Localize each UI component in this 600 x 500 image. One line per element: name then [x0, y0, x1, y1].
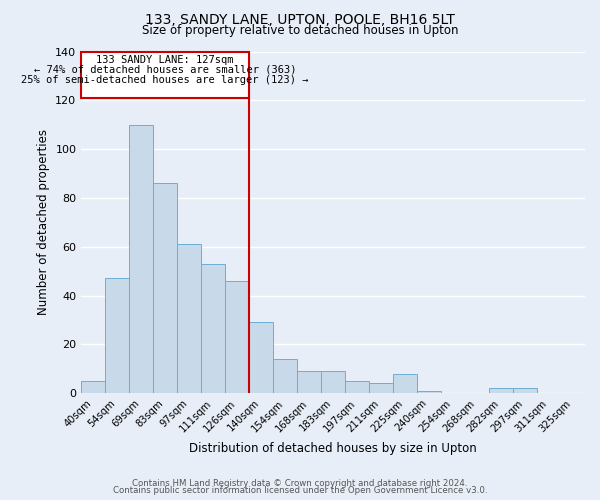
Bar: [489, 388, 513, 393]
Text: Contains HM Land Registry data © Crown copyright and database right 2024.: Contains HM Land Registry data © Crown c…: [132, 478, 468, 488]
Bar: [321, 371, 345, 393]
Text: Contains public sector information licensed under the Open Government Licence v3: Contains public sector information licen…: [113, 486, 487, 495]
Bar: [273, 359, 297, 393]
Bar: [225, 281, 249, 393]
Text: Size of property relative to detached houses in Upton: Size of property relative to detached ho…: [142, 24, 458, 37]
Text: 133 SANDY LANE: 127sqm: 133 SANDY LANE: 127sqm: [97, 55, 234, 65]
Bar: [105, 278, 129, 393]
X-axis label: Distribution of detached houses by size in Upton: Distribution of detached houses by size …: [189, 442, 477, 455]
Text: ← 74% of detached houses are smaller (363): ← 74% of detached houses are smaller (36…: [34, 65, 296, 75]
Bar: [297, 371, 321, 393]
Bar: [177, 244, 201, 393]
Bar: [249, 322, 273, 393]
Bar: [201, 264, 225, 393]
Text: 25% of semi-detached houses are larger (123) →: 25% of semi-detached houses are larger (…: [22, 76, 309, 86]
Bar: [129, 124, 153, 393]
Bar: [153, 184, 177, 393]
Bar: [81, 52, 249, 98]
Text: 133, SANDY LANE, UPTON, POOLE, BH16 5LT: 133, SANDY LANE, UPTON, POOLE, BH16 5LT: [145, 12, 455, 26]
Bar: [417, 390, 441, 393]
Bar: [393, 374, 417, 393]
Y-axis label: Number of detached properties: Number of detached properties: [37, 130, 50, 316]
Bar: [345, 381, 369, 393]
Bar: [81, 381, 105, 393]
Bar: [369, 384, 393, 393]
Bar: [513, 388, 537, 393]
